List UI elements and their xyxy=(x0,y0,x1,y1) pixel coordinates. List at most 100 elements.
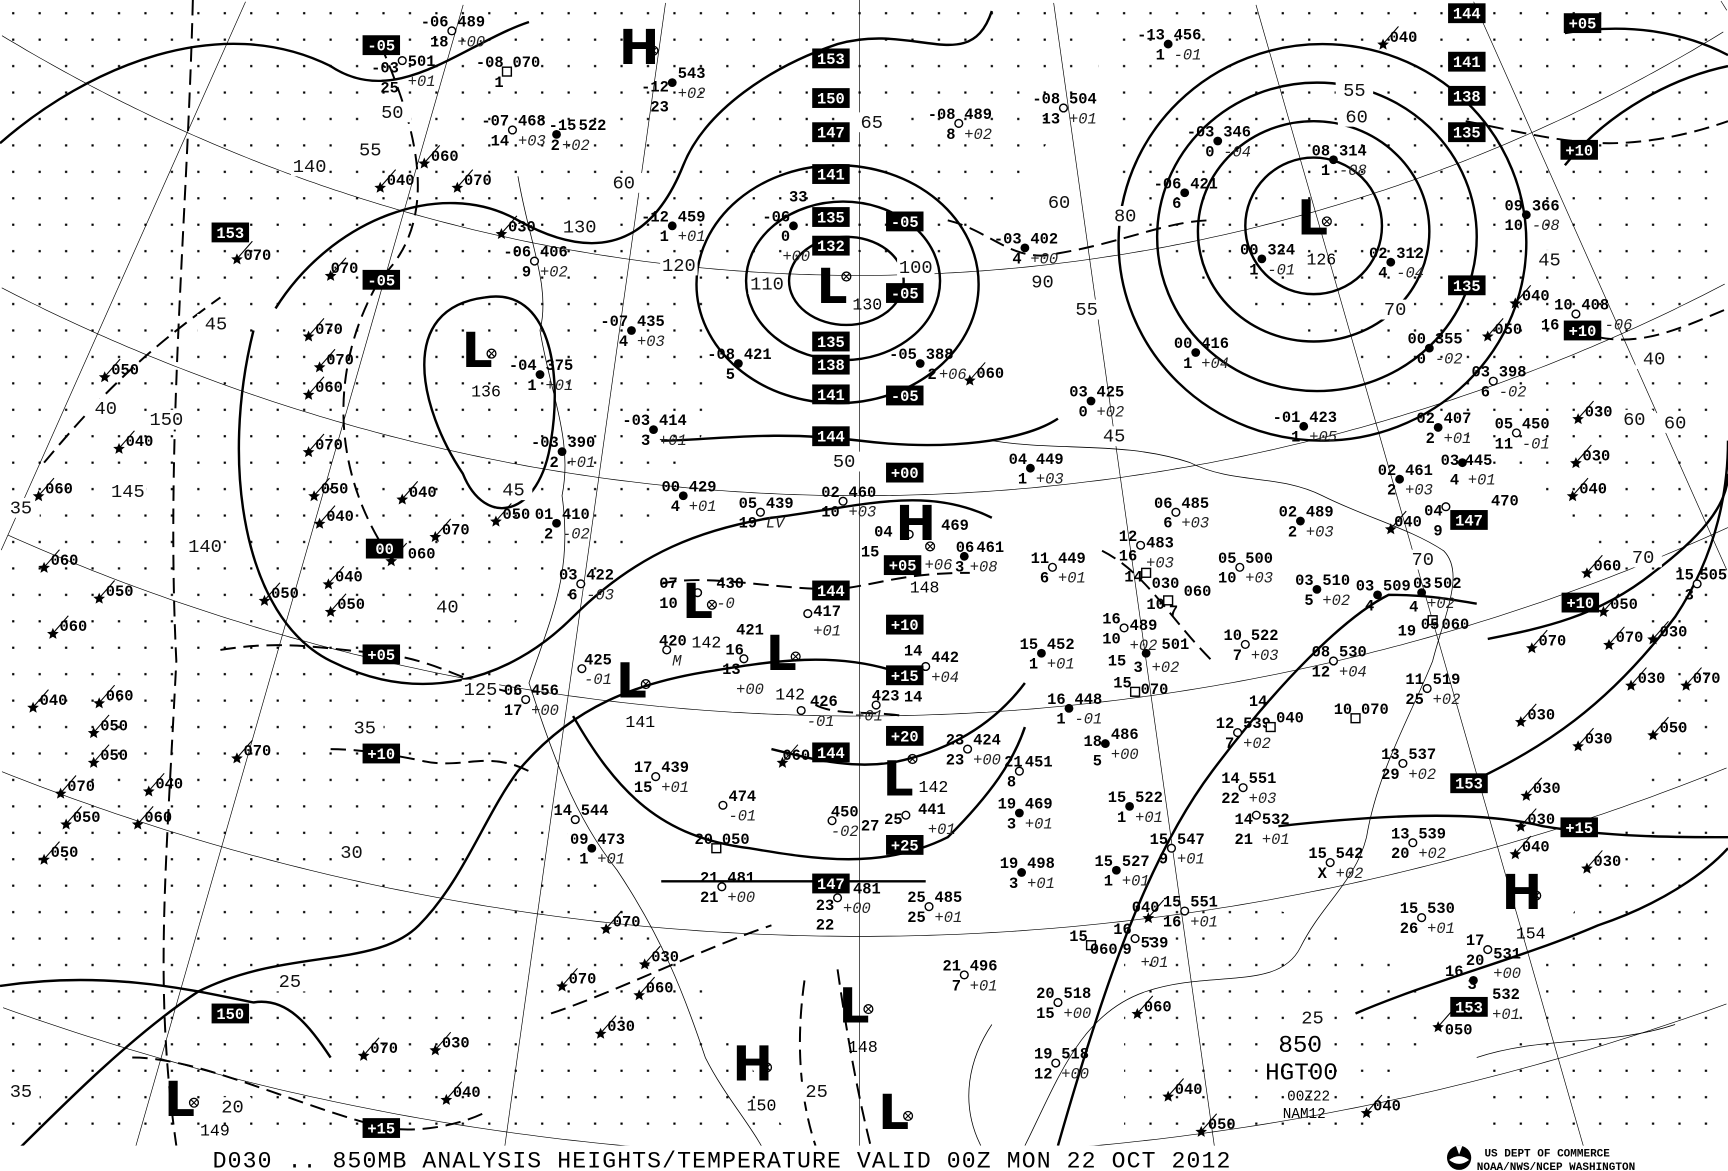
longitude-line xyxy=(0,1,246,551)
station-height: 489 xyxy=(1306,504,1334,522)
station-dewpoint-depression: 7 xyxy=(952,977,961,995)
station-marker-filled xyxy=(1373,590,1382,600)
station-height: 388 xyxy=(926,346,954,364)
station-temperature: 15 xyxy=(1150,831,1169,849)
station-height-change: +01 xyxy=(661,779,689,797)
wind-station-value: 050 xyxy=(271,585,299,603)
contour-label: 25 xyxy=(271,971,309,993)
station-height-change: +01 xyxy=(1027,875,1055,893)
station-marker-filled xyxy=(1296,516,1305,526)
center-value: 148 xyxy=(910,579,940,598)
station-plot: 14 532 21 +01 xyxy=(1235,810,1290,849)
station-temperature: 21 xyxy=(700,869,719,887)
station-marker-open xyxy=(832,893,843,903)
station-height-change: +00 xyxy=(1030,250,1058,268)
station-marker-filled xyxy=(1433,423,1443,432)
station-height-change: +02 xyxy=(1322,592,1350,610)
boxed-label: 135 xyxy=(812,331,850,352)
wind-station: 070 xyxy=(357,1037,398,1061)
wind-station: 030 xyxy=(1514,703,1555,728)
station-marker-square xyxy=(501,66,513,77)
wind-barb xyxy=(65,806,82,825)
station-dewpoint-depression: 1 xyxy=(1056,711,1065,729)
boxed-label-value: 153 xyxy=(1455,776,1483,794)
station-plot: 06 461 3 +08 xyxy=(955,539,1004,577)
station-height-change: +01 xyxy=(1177,851,1205,869)
boxed-label: 150 xyxy=(211,1003,250,1024)
station-height-change: -01 xyxy=(807,713,835,731)
star-icon xyxy=(322,578,335,590)
boxed-label: 141 xyxy=(812,384,850,405)
station-marker-open xyxy=(1511,428,1521,438)
station-temperature: 05 xyxy=(1421,616,1440,634)
station-temperature: -13 xyxy=(1137,27,1165,45)
coastlines xyxy=(517,176,1676,1168)
station-temperature: -08 xyxy=(476,54,504,72)
star-icon xyxy=(302,446,315,458)
station-plot: 15 542 X +02 xyxy=(1308,845,1363,883)
contour-label: 70 xyxy=(1376,299,1414,321)
high-pressure-center: H xyxy=(619,20,660,76)
wind-station: 060 xyxy=(1581,554,1621,579)
wind-station-value: 070 xyxy=(464,172,492,190)
station-marker-filled xyxy=(1020,243,1030,253)
wind-station-value: 030 xyxy=(1527,706,1555,724)
station-height: 060 xyxy=(1090,941,1118,959)
wind-station: 050 xyxy=(1481,317,1522,342)
station-height-change: +03 xyxy=(1146,554,1174,572)
center-cross xyxy=(909,755,916,763)
wind-station: 050 xyxy=(93,580,134,604)
station-height-change: +00 xyxy=(782,248,810,266)
wind-station: 030 xyxy=(594,1015,635,1039)
station-dewpoint-depression: 6 xyxy=(1040,570,1049,588)
wind-station: 050 xyxy=(1647,716,1687,741)
station-marker-open xyxy=(904,529,914,539)
contour-value-label: 55 xyxy=(359,139,381,161)
wind-station: 040 xyxy=(1162,1078,1203,1102)
wind-station-value: 060 xyxy=(51,552,79,570)
station-height: 522 xyxy=(579,117,607,135)
boxed-label-value: 153 xyxy=(216,225,244,243)
station-plot: -08 421 5 xyxy=(707,346,771,384)
boxed-label: +10 xyxy=(1561,592,1600,613)
station-marker-square xyxy=(1085,940,1097,951)
station-height-change: +02 xyxy=(1433,691,1461,709)
station-temperature: -06 xyxy=(1154,175,1182,193)
station-dewpoint-depression: 25 xyxy=(380,80,399,98)
wind-station: 030 xyxy=(1625,667,1665,691)
station-height: 551 xyxy=(1249,770,1277,788)
station-dewpoint-depression: 1 xyxy=(1291,429,1300,447)
station-temperature: 13 xyxy=(1391,825,1410,843)
station-height: 539 xyxy=(1243,715,1271,733)
wind-station-value: 060 xyxy=(60,618,88,636)
station-dewpoint-depression: 9 xyxy=(1159,851,1168,869)
station-height: 366 xyxy=(1532,197,1560,215)
boxed-label: -05 xyxy=(886,283,924,304)
wind-barb xyxy=(1136,995,1154,1014)
station-height-change: +01 xyxy=(546,377,574,395)
contour-value-label: 50 xyxy=(833,451,855,473)
station-height-change: -04 xyxy=(1223,143,1251,161)
wind-station-value: 060 xyxy=(1144,998,1172,1016)
station-temperature: 14 xyxy=(1249,693,1268,711)
station-height: 456 xyxy=(1174,27,1202,45)
wind-station-value: 040 xyxy=(1132,899,1160,917)
station-height: 481 xyxy=(853,880,881,898)
station-plot: 450-02 xyxy=(827,803,859,841)
boxed-label-value: +15 xyxy=(1565,820,1593,838)
station-height-change: +02 xyxy=(678,85,706,103)
boxed-label-value: +25 xyxy=(891,837,919,855)
station-height: 485 xyxy=(1181,495,1209,513)
contour-label: 70 xyxy=(1404,549,1442,571)
wind-station-value: 040 xyxy=(40,692,68,710)
contour-label: 40 xyxy=(87,398,125,420)
wind-station: 040 xyxy=(313,505,354,529)
station-height: 450 xyxy=(831,803,859,821)
station-plot: 10 408 16 -06 xyxy=(1541,297,1632,335)
wind-barb xyxy=(313,477,330,497)
station-temperature: -04 xyxy=(509,357,537,375)
station-height: 423 xyxy=(872,688,900,706)
station-height-change: +01 xyxy=(1047,656,1075,674)
station-dewpoint-depression: 9 xyxy=(1433,522,1442,540)
